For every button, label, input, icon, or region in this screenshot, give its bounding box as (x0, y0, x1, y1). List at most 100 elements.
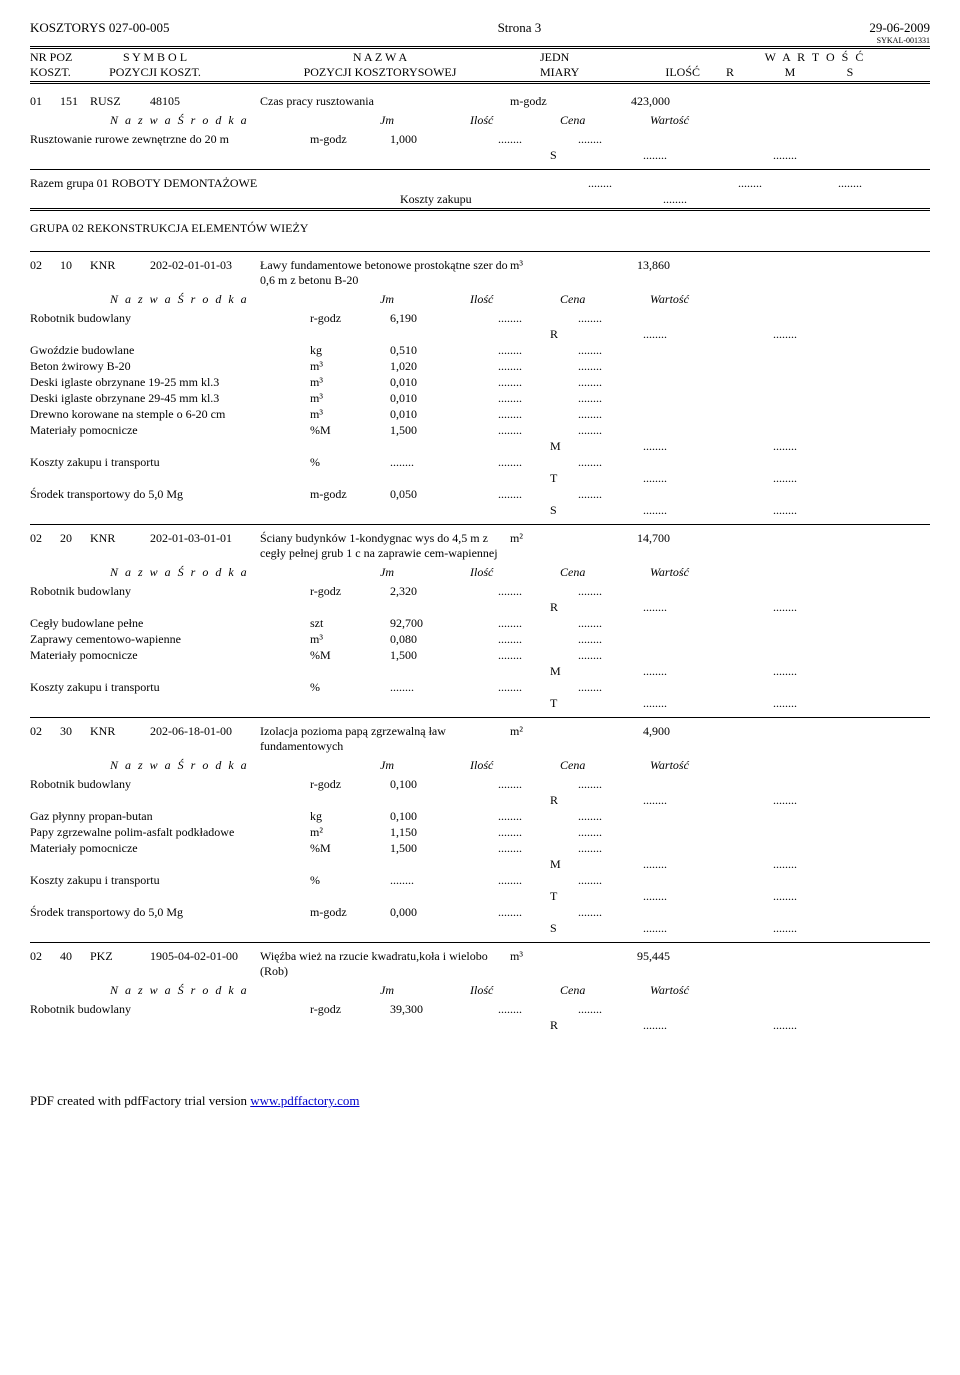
row-jm: m-godz (310, 487, 390, 502)
row-ce: ........ (470, 648, 550, 663)
row-jm: % (310, 873, 390, 888)
jedn: m³ (510, 258, 580, 288)
hdr-r: R (700, 65, 760, 80)
row-name: Materiały pomocnicze (30, 648, 310, 663)
letter-row: R................ (30, 1018, 930, 1033)
row-name: Deski iglaste obrzynane 29-45 mm kl.3 (30, 391, 310, 406)
row-ce: ........ (470, 905, 550, 920)
row-wa: ........ (550, 632, 630, 647)
rule (30, 251, 930, 252)
desc: Ściany budynków 1-kondygnac wys do 4,5 m… (260, 531, 510, 561)
l: N a z w a Ś r o d k a (110, 983, 380, 998)
l: Ilość (470, 565, 560, 580)
d: ........ (720, 793, 850, 808)
hdr-nrpoz: NR POZ (30, 50, 90, 65)
page-header: KOSZTORYS 027-00-005 Strona 3 29-06-2009 (30, 20, 930, 36)
hdr-jedn: JEDN (540, 50, 620, 65)
row-name: Materiały pomocnicze (30, 841, 310, 856)
rule (30, 169, 930, 170)
row-wa: ........ (550, 873, 630, 888)
rule-top (30, 46, 930, 49)
letter: T (550, 889, 590, 904)
l: Wartość (650, 292, 740, 307)
desc: Ławy fundamentowe betonowe prostokątne s… (260, 258, 510, 288)
d: ........ (550, 192, 800, 207)
item01-num: 48105 (150, 94, 260, 109)
row-wa: ........ (550, 455, 630, 470)
srod-il: Ilość (470, 113, 560, 128)
row-ce: ........ (470, 584, 550, 599)
row-name: Robotnik budowlany (30, 584, 310, 599)
d: ........ (720, 503, 850, 518)
rule (30, 717, 930, 718)
hdr-miary: MIARY (540, 65, 620, 80)
row-ce: ........ (470, 375, 550, 390)
doc-id: KOSZTORYS 027-00-005 (30, 20, 170, 36)
l: N a z w a Ś r o d k a (110, 565, 380, 580)
doc-date: 29-06-2009 (869, 20, 930, 36)
num: 202-02-01-01-03 (150, 258, 260, 288)
row-jm: %M (310, 648, 390, 663)
row-jm: % (310, 680, 390, 695)
row-jm: m³ (310, 391, 390, 406)
row-il: 0,100 (390, 777, 470, 792)
item-02: 02 10 KNR 202-02-01-01-03 Ławy fundament… (30, 258, 930, 288)
koszty-zakupu: Koszty zakupu ........ (30, 192, 930, 207)
n: 10 (60, 258, 90, 288)
row-jm: szt (310, 616, 390, 631)
letter-row: T................ (30, 889, 930, 904)
hdr-pozkoszt: POZYCJI KOSZT. (90, 65, 220, 80)
row-name: Robotnik budowlany (30, 1002, 310, 1017)
l: Jm (380, 758, 470, 773)
d: ........ (720, 857, 850, 872)
footer-link[interactable]: www.pdffactory.com (250, 1093, 359, 1108)
d: ........ (720, 696, 850, 711)
d: ........ (720, 1018, 850, 1033)
row-jm: %M (310, 423, 390, 438)
srod-row: Środek transportowy do 5,0 Mgm-godz0,050… (30, 487, 930, 502)
row-jm: % (310, 455, 390, 470)
ilosc: 13,860 (580, 258, 670, 288)
letter: S (550, 921, 590, 936)
item01-letS: S (550, 148, 590, 163)
srod-row: Koszty zakupu i transportu%.............… (30, 455, 930, 470)
srod-jm: Jm (380, 113, 470, 128)
letter-row: R................ (30, 793, 930, 808)
row-name: Koszty zakupu i transportu (30, 455, 310, 470)
koszty-txt: Koszty zakupu (400, 192, 550, 207)
r1-name: Rusztowanie rurowe zewnętrzne do 20 m (30, 132, 310, 147)
row-name: Cegły budowlane pełne (30, 616, 310, 631)
letter: T (550, 471, 590, 486)
letter: S (550, 503, 590, 518)
row-il: 0,100 (390, 809, 470, 824)
sykal-id: SYKAL-001331 (30, 36, 930, 45)
row-wa: ........ (550, 584, 630, 599)
row-wa: ........ (550, 311, 630, 326)
d: ........ (590, 439, 720, 454)
code: KNR (90, 258, 150, 288)
srod-ce: Cena (560, 113, 650, 128)
row-ce: ........ (470, 407, 550, 422)
d: ........ (590, 664, 720, 679)
row-ce: ........ (470, 680, 550, 695)
jedn: m² (510, 531, 580, 561)
letter-row: R................ (30, 600, 930, 615)
l: Ilość (470, 983, 560, 998)
srod-lbl: N a z w a Ś r o d k a (110, 113, 380, 128)
row-name: Drewno korowane na stemple o 6-20 cm (30, 407, 310, 422)
row-name: Beton żwirowy B-20 (30, 359, 310, 374)
d: ........ (500, 176, 700, 191)
row-jm: kg (310, 343, 390, 358)
desc: Izolacja pozioma papą zgrzewalną ław fun… (260, 724, 510, 754)
row-name: Gaz płynny propan-butan (30, 809, 310, 824)
l: N a z w a Ś r o d k a (110, 292, 380, 307)
row-wa: ........ (550, 825, 630, 840)
row-il: 0,010 (390, 407, 470, 422)
row-ce: ........ (470, 809, 550, 824)
page-no: Strona 3 (498, 20, 542, 36)
n: 20 (60, 531, 90, 561)
srod-row: Papy zgrzewalne polim-asfalt podkładowem… (30, 825, 930, 840)
srod-row: Materiały pomocnicze%M1,500.............… (30, 648, 930, 663)
d: ........ (720, 889, 850, 904)
hdr-m: M (760, 65, 820, 80)
